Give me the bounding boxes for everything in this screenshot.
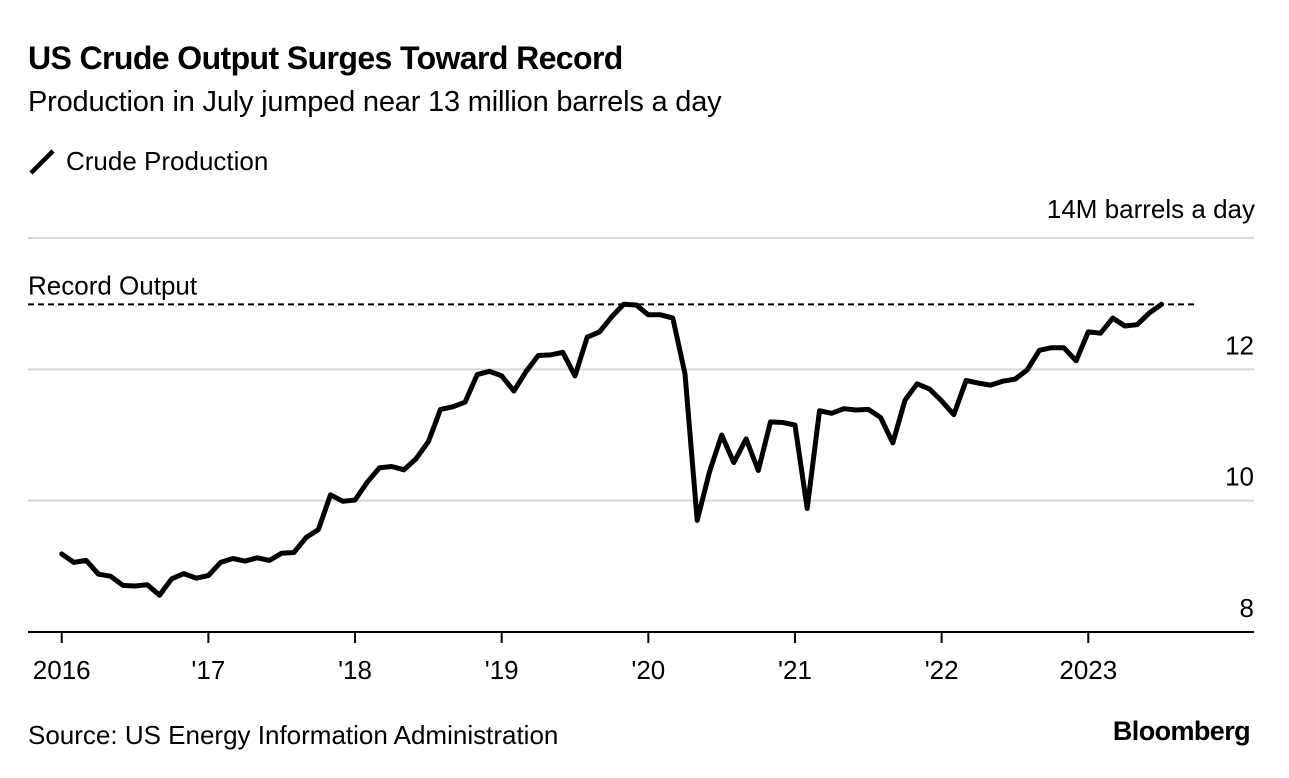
x-tick-label-2016: 2016: [33, 655, 91, 685]
line-swatch-icon: [29, 148, 55, 175]
series-line-crude-production: [59, 301, 1165, 598]
chart-title: US Crude Output Surges Toward Record: [28, 40, 623, 76]
y-tick-label-8: 8: [1240, 593, 1254, 623]
y-tick-label-10: 10: [1225, 462, 1254, 492]
x-tick-label-2018: '18: [338, 655, 372, 685]
x-tick-label-2021: '21: [778, 655, 812, 685]
x-tick-label-2023: 2023: [1059, 655, 1117, 685]
x-tick-label-2017: '17: [191, 655, 225, 685]
y-tick-label-12: 12: [1225, 330, 1254, 360]
chart-subtitle: Production in July jumped near 13 millio…: [28, 86, 722, 118]
x-tick-label-2020: '20: [631, 655, 665, 685]
legend: Crude Production: [28, 146, 268, 177]
y-axis-unit-label: 14M barrels a day: [1046, 194, 1255, 224]
x-tick-label-2022: '22: [925, 655, 959, 685]
x-tick-label-2019: '19: [485, 655, 519, 685]
record-output-label: Record Output: [28, 270, 198, 300]
source-note: Source: US Energy Information Administra…: [28, 720, 559, 750]
bloomberg-logo: Bloomberg: [1112, 716, 1251, 746]
legend-label: Crude Production: [66, 146, 269, 176]
